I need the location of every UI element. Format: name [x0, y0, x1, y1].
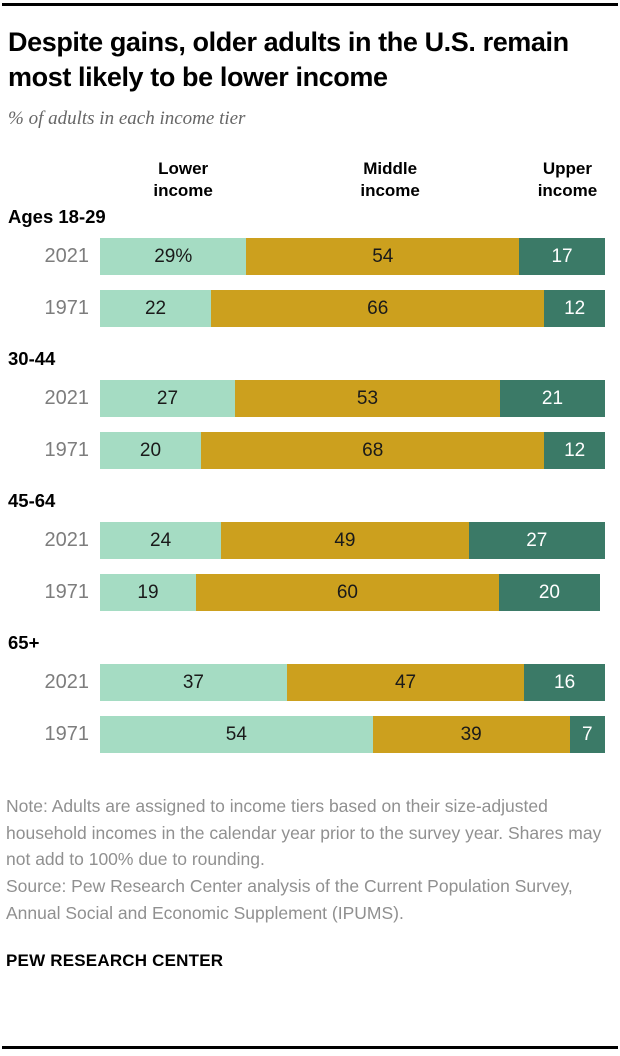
footer-brand: PEW RESEARCH CENTER	[6, 951, 224, 971]
bar-row: 2021 37 47 16	[0, 664, 620, 702]
bar-segment-upper-income: 20	[498, 574, 600, 612]
stacked-bar: 19 60 20	[100, 574, 605, 612]
bar-segment-middle-income: 54	[246, 238, 520, 276]
bar-segment-lower-income: 20	[100, 432, 201, 470]
bar-segment-middle-income: 49	[221, 522, 469, 560]
year-label: 1971	[44, 297, 90, 320]
stacked-bar: 29% 54 17	[100, 238, 605, 276]
bar-row: 1971 19 60 20	[0, 574, 620, 612]
bar-segment-middle-income: 53	[235, 380, 500, 418]
bar-segment-lower-income: 24	[100, 522, 222, 560]
bar-segment-middle-income: 68	[201, 432, 545, 470]
year-label: 2021	[44, 671, 90, 694]
chart-groups: Ages 18-29 2021 29% 54 17 1971 22 66 12 30-44 2021…	[0, 206, 620, 754]
stacked-bar: 37 47 16	[100, 664, 605, 702]
age-group: 65+ 2021 37 47 16 1971 54 39 7	[0, 632, 620, 754]
top-rule	[2, 3, 618, 6]
group-label: 45-64	[8, 490, 56, 512]
stacked-bar: 24 49 27	[100, 522, 605, 560]
year-label: 1971	[44, 439, 90, 462]
group-label: 65+	[8, 632, 40, 654]
bar-segment-middle-income: 47	[286, 664, 525, 702]
bar-segment-upper-income: 16	[524, 664, 605, 702]
bar-segment-lower-income: 54	[100, 716, 373, 754]
year-label: 1971	[44, 581, 90, 604]
bar-segment-upper-income: 27	[468, 522, 605, 560]
stacked-bar: 54 39 7	[100, 716, 605, 754]
stacked-bar-chart: Lower income Middle income Upper income …	[0, 158, 620, 754]
bottom-rule	[2, 1046, 618, 1049]
stacked-bar: 22 66 12	[100, 290, 605, 328]
column-header-lower-income: Lower income	[153, 159, 213, 200]
bar-row: 2021 29% 54 17	[0, 238, 620, 276]
stacked-bar: 27 53 21	[100, 380, 605, 418]
group-label: 30-44	[8, 348, 56, 370]
bar-row: 2021 27 53 21	[0, 380, 620, 418]
bar-segment-upper-income: 17	[519, 238, 605, 276]
notes-block: Note: Adults are assigned to income tier…	[6, 793, 610, 926]
age-group: Ages 18-29 2021 29% 54 17 1971 22 66 12	[0, 206, 620, 328]
bar-segment-lower-income: 22	[100, 290, 212, 328]
column-header-upper-income: Upper income	[537, 159, 598, 200]
source-text: Source: Pew Research Center analysis of …	[6, 875, 573, 923]
note-text: Note: Adults are assigned to income tier…	[6, 796, 602, 870]
bar-segment-upper-income: 7	[569, 716, 605, 754]
bar-segment-upper-income: 12	[544, 290, 605, 328]
bar-segment-lower-income: 19	[100, 574, 196, 612]
group-label: Ages 18-29	[8, 206, 106, 228]
year-label: 2021	[44, 245, 90, 268]
bar-segment-lower-income: 27	[100, 380, 235, 418]
chart-subtitle: % of adults in each income tier	[8, 108, 246, 130]
bar-segment-upper-income: 21	[500, 380, 605, 418]
year-label: 2021	[44, 529, 90, 552]
age-group: 45-64 2021 24 49 27 1971 19 60 20	[0, 490, 620, 612]
age-group: 30-44 2021 27 53 21 1971 20 68 12	[0, 348, 620, 470]
bar-row: 1971 54 39 7	[0, 716, 620, 754]
page-title: Despite gains, older adults in the U.S. …	[8, 27, 569, 93]
stacked-bar: 20 68 12	[100, 432, 605, 470]
year-label: 1971	[44, 723, 90, 746]
bar-row: 1971 20 68 12	[0, 432, 620, 470]
year-label: 2021	[44, 387, 90, 410]
bar-segment-lower-income: 37	[100, 664, 287, 702]
bar-segment-middle-income: 39	[372, 716, 570, 754]
bar-segment-middle-income: 66	[211, 290, 545, 328]
column-headers: Lower income Middle income Upper income	[111, 158, 605, 206]
column-header-middle-income: Middle income	[360, 159, 420, 200]
bar-row: 1971 22 66 12	[0, 290, 620, 328]
bar-segment-middle-income: 60	[195, 574, 499, 612]
bar-segment-lower-income: 29%	[100, 238, 247, 276]
bar-segment-upper-income: 12	[544, 432, 605, 470]
bar-row: 2021 24 49 27	[0, 522, 620, 560]
